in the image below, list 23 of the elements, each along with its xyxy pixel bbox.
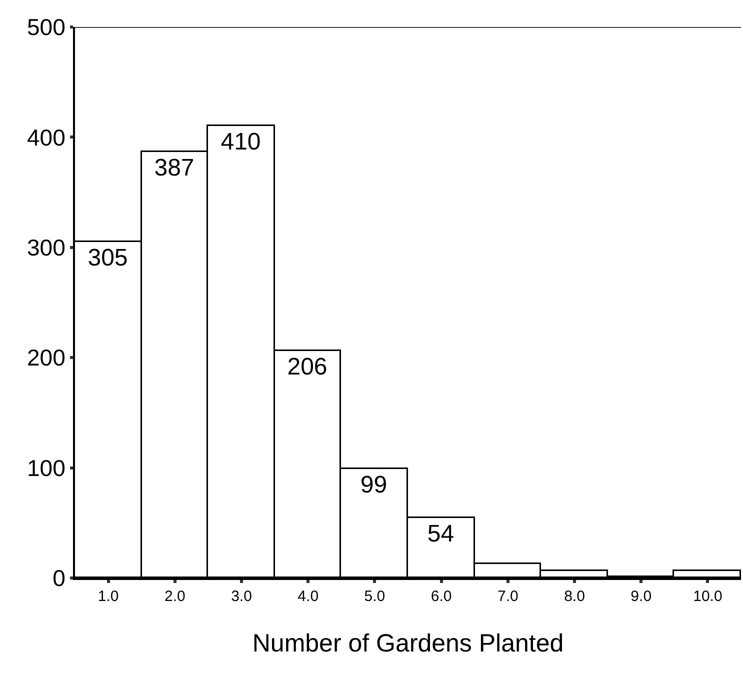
x-tick-label: 3.0: [231, 588, 252, 605]
x-tick-label: 2.0: [164, 588, 186, 605]
data-label: 206: [287, 353, 328, 380]
y-tick-label: 500: [27, 14, 66, 40]
y-tick-label: 0: [52, 565, 66, 592]
x-tick-label: 1.0: [98, 588, 119, 605]
x-tick-label: 10.0: [693, 588, 722, 605]
x-tick-label: 6.0: [430, 588, 452, 605]
y-tick-label: 200: [27, 344, 66, 371]
x-tick-label: 4.0: [298, 588, 319, 605]
x-tick-label: 9.0: [630, 588, 652, 605]
data-label: 305: [88, 244, 128, 272]
y-tick-label: 100: [27, 454, 66, 481]
data-label: 54: [427, 520, 454, 548]
data-label: 99: [360, 471, 388, 498]
data-label: 410: [220, 128, 261, 156]
data-label: 387: [154, 154, 194, 182]
x-tick-label: 7.0: [497, 588, 518, 605]
x-tick-label: 5.0: [364, 588, 386, 605]
y-tick-label: 300: [27, 234, 66, 260]
x-axis-title: Number of Gardens Planted: [252, 630, 564, 658]
x-tick-label: 8.0: [564, 588, 585, 605]
y-tick-label: 400: [27, 124, 66, 150]
